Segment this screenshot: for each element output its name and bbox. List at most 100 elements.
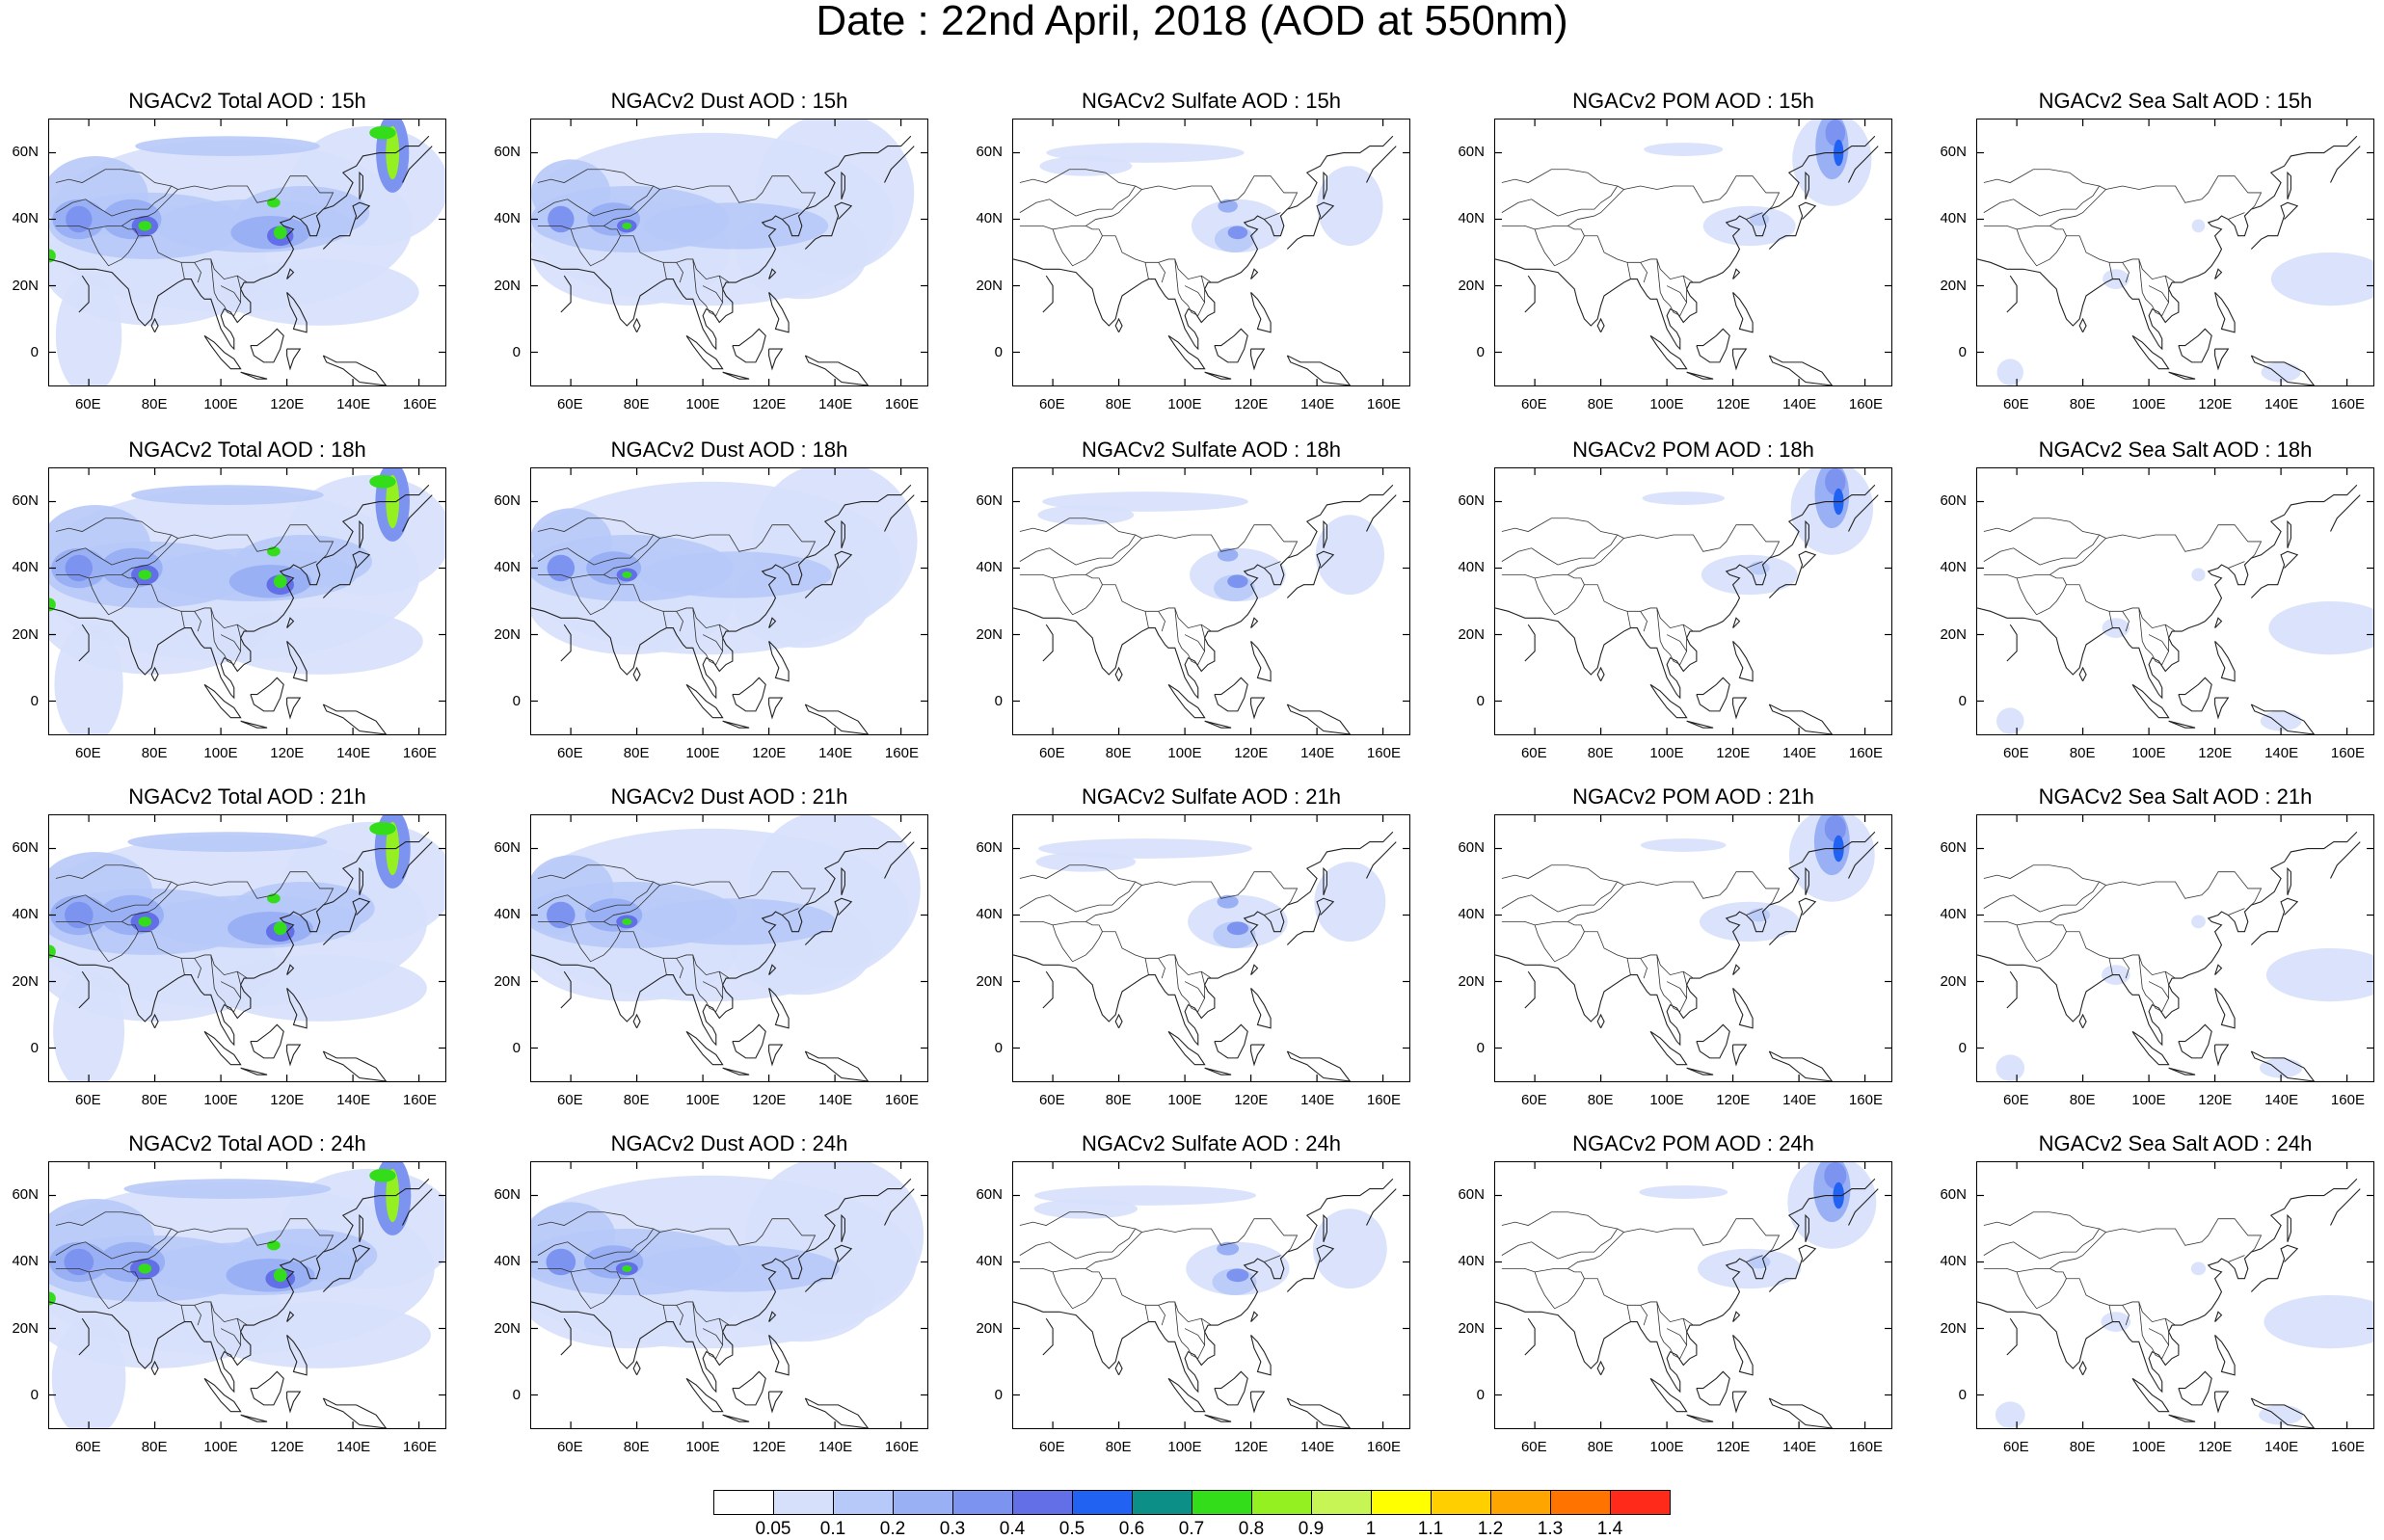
- country-border: [1617, 881, 1624, 886]
- coastline: [322, 1050, 388, 1081]
- lon-label: 60E: [2002, 1439, 2029, 1455]
- coastline: [240, 1067, 268, 1075]
- coastline: [2214, 1044, 2230, 1067]
- coastline: [1286, 1397, 1352, 1428]
- coastline: [804, 550, 853, 598]
- coastline: [2214, 988, 2236, 1029]
- lat-label: 0: [1476, 693, 1485, 710]
- coastline: [1013, 135, 1394, 351]
- coastline: [1250, 1391, 1266, 1414]
- country-border: [1184, 1328, 1205, 1345]
- country-border: [537, 1268, 572, 1273]
- lon-label: 140E: [818, 396, 853, 412]
- country-border: [570, 577, 621, 616]
- country-border: [1983, 518, 2101, 566]
- coastline: [768, 1044, 784, 1067]
- coastline: [322, 201, 371, 250]
- lon-label: 100E: [685, 745, 720, 761]
- country-border: [537, 574, 572, 579]
- panel-title: NGACv2 Total AOD : 15h: [128, 89, 366, 113]
- coastline: [632, 666, 641, 682]
- lat-label: 0: [1476, 1040, 1485, 1057]
- colorbar-swatch: [1311, 1490, 1372, 1515]
- lon-label: 120E: [1716, 1092, 1751, 1108]
- aod-field: [138, 221, 152, 231]
- aod-field: [127, 832, 328, 852]
- lat-label: 40N: [1458, 210, 1485, 227]
- coastline: [78, 624, 90, 662]
- aod-field: [131, 485, 324, 505]
- country-border: [1567, 871, 1781, 922]
- coastline: [1250, 697, 1266, 720]
- coastline: [732, 677, 766, 712]
- country-border: [1656, 954, 1688, 1013]
- coastline: [804, 201, 853, 250]
- country-border: [1085, 524, 1299, 575]
- coastline: [2006, 970, 2018, 1009]
- country-border: [2017, 921, 2176, 979]
- coastline: [1686, 1067, 1714, 1075]
- lat-label: 40N: [12, 210, 39, 227]
- aod-field: [1226, 921, 1248, 936]
- colorbar-label: 0.5: [1058, 1519, 1085, 1539]
- map-panel: [1976, 467, 2374, 735]
- country-border: [571, 1268, 730, 1326]
- coastline: [1732, 292, 1754, 333]
- country-border: [194, 1305, 201, 1326]
- country-border: [1617, 185, 1624, 190]
- country-border: [1640, 958, 1647, 979]
- coastline: [1732, 1335, 1754, 1376]
- lon-label: 100E: [1167, 745, 1202, 761]
- lat-label: 20N: [1940, 625, 1967, 643]
- lon-label: 160E: [2330, 1439, 2365, 1455]
- country-border: [1501, 169, 1619, 217]
- coastline: [1204, 720, 1232, 729]
- coastline: [150, 666, 159, 682]
- panel-title: NGACv2 Total AOD : 18h: [128, 438, 366, 462]
- aod-field: [1191, 199, 1284, 252]
- coastline: [1686, 1414, 1714, 1422]
- coastline: [1848, 841, 1879, 879]
- coastline: [322, 704, 388, 734]
- country-border: [1019, 1268, 1054, 1273]
- lon-label: 60E: [1520, 396, 1547, 412]
- panel-title: NGACv2 Sulfate AOD : 21h: [1081, 784, 1342, 809]
- coastline: [2006, 1317, 2018, 1356]
- map-panel: [530, 467, 928, 735]
- lon-label: 120E: [1716, 745, 1751, 761]
- country-border: [1535, 226, 1694, 283]
- coastline: [286, 641, 308, 682]
- country-border: [2138, 258, 2170, 317]
- coastline: [1250, 1335, 1272, 1376]
- country-border: [1052, 228, 1103, 267]
- coastline: [1214, 677, 1248, 712]
- lon-label: 100E: [203, 1439, 238, 1455]
- country-border: [676, 958, 683, 979]
- country-border: [2108, 958, 2113, 975]
- coastline: [1366, 494, 1397, 532]
- country-border: [603, 871, 817, 922]
- coastline: [804, 897, 853, 945]
- coastline: [768, 268, 777, 279]
- aod-field: [66, 205, 93, 233]
- colorbar-swatch: [1490, 1490, 1551, 1515]
- country-border: [782, 212, 799, 220]
- lon-label: 60E: [556, 745, 583, 761]
- map-panel: [1494, 1161, 1892, 1429]
- lon-label: 80E: [141, 1092, 168, 1108]
- panel-title: NGACv2 Sulfate AOD : 18h: [1081, 438, 1342, 462]
- lat-label: 40N: [976, 906, 1003, 923]
- coastline: [240, 1414, 268, 1422]
- country-border: [88, 924, 139, 963]
- coastline: [2250, 897, 2299, 945]
- lon-label: 80E: [1587, 1439, 1614, 1455]
- coastline: [1768, 355, 1834, 385]
- aod-field: [2265, 948, 2373, 1002]
- lon-label: 80E: [1587, 1092, 1614, 1108]
- country-border: [2017, 226, 2176, 283]
- lat-label: 0: [1958, 1387, 1967, 1404]
- lon-label: 60E: [74, 1439, 101, 1455]
- coastline: [632, 1360, 641, 1376]
- aod-field: [65, 554, 94, 582]
- coastline: [1686, 371, 1714, 380]
